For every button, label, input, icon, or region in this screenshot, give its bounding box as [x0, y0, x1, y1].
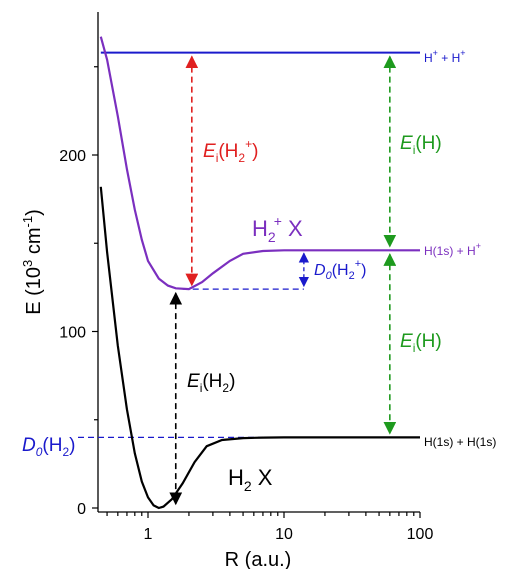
level-label-h1s-hplus: H(1s) + H+: [424, 241, 481, 258]
y-tick-label: 200: [59, 148, 86, 165]
level-label-h1s-h1s: H(1s) + H(1s): [424, 435, 496, 449]
h2plus-potential-curve: [99, 36, 420, 291]
y-tick-label: 0: [77, 501, 86, 518]
level-label-ionization: H+ + H+: [424, 48, 466, 65]
y-axis-title: E (103 cm-1): [20, 209, 45, 315]
label-ei-h2: Ei(H2): [187, 371, 235, 395]
x-axis-title: R (a.u.): [225, 549, 292, 569]
axis-ticks: 0 100 200 1 10 100: [59, 66, 434, 543]
curve-label-h2: H2 X: [228, 465, 273, 494]
label-d0-h2plus: D0(H2+): [314, 258, 366, 282]
h2-potential-curve: [99, 186, 420, 510]
label-ei-h-lower: Ei(H): [400, 331, 442, 355]
x-tick-label: 10: [275, 526, 293, 543]
label-d0-h2: D0(H2): [22, 435, 76, 459]
y-tick-label: 100: [59, 325, 86, 342]
x-tick-label: 1: [144, 526, 153, 543]
x-tick-label: 100: [407, 526, 434, 543]
label-ei-h2plus: Ei(H2+): [203, 137, 258, 165]
label-ei-h-upper: Ei(H): [400, 133, 442, 157]
curve-label-h2plus: H2+ X: [252, 213, 303, 245]
